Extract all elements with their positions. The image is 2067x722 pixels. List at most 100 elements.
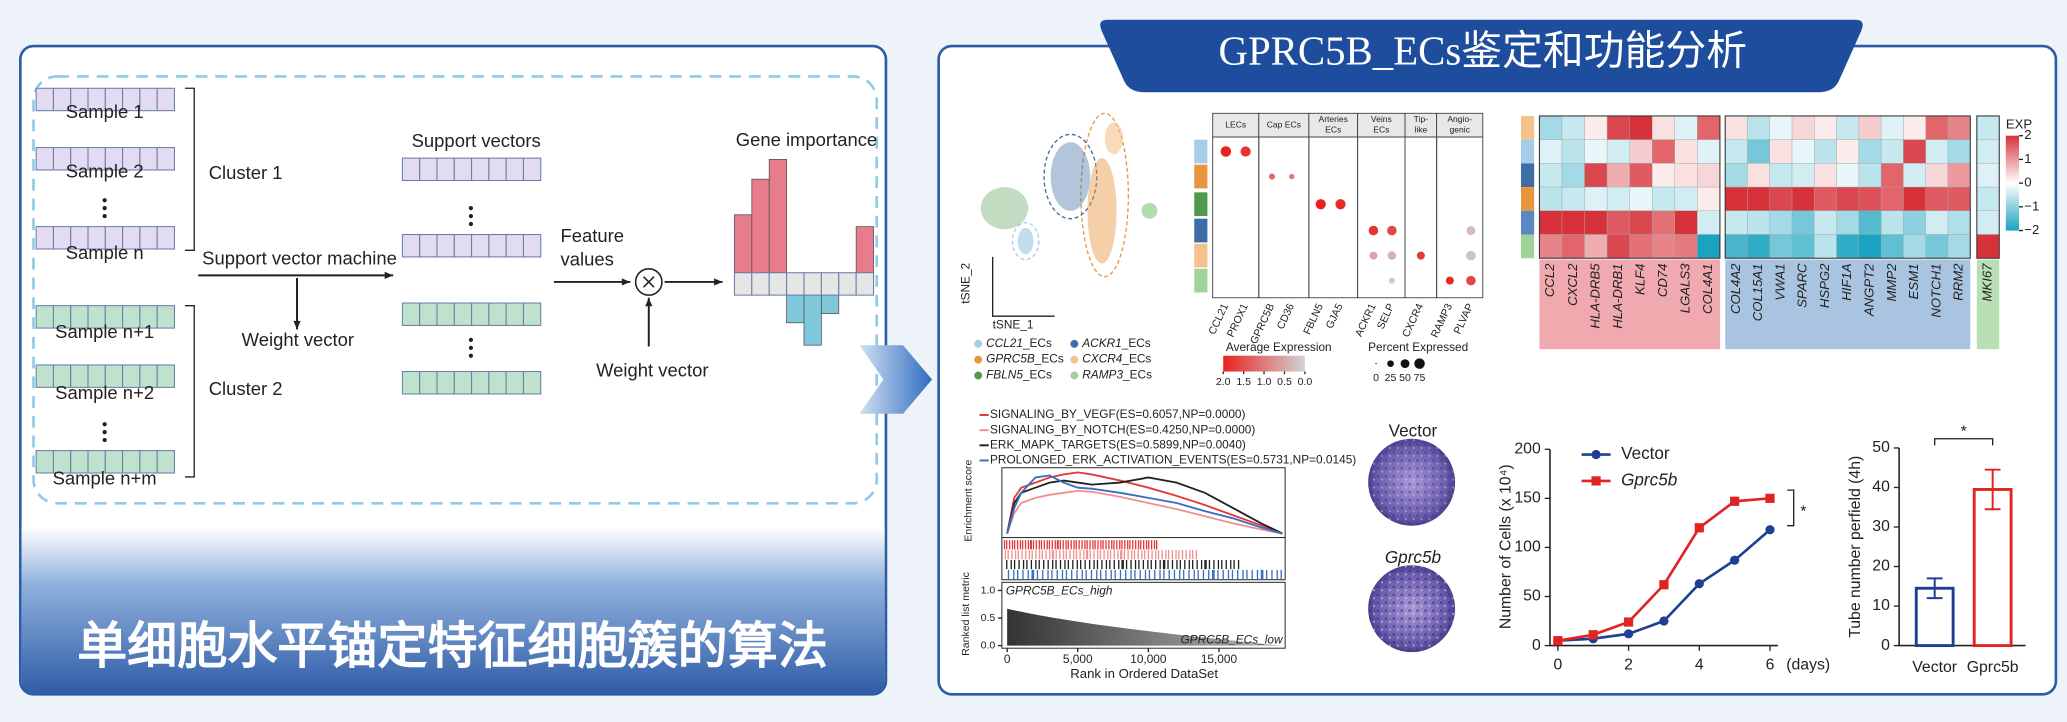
- rank-metric-area: [1007, 608, 1283, 646]
- rank-tick-label: 0.0: [981, 639, 996, 651]
- expression-dot: [1369, 251, 1378, 260]
- avg-tick-label: 0.0: [1298, 376, 1313, 388]
- heatmap-gene: MMP2: [1884, 263, 1899, 302]
- vector-cell: [505, 233, 524, 258]
- es-y-label: Enrichment score: [963, 460, 975, 542]
- heatmap-cell: [1584, 234, 1608, 259]
- barcode: [1007, 569, 1282, 580]
- heatmap-gene: LGALS3: [1678, 263, 1693, 313]
- exp-tick-label: −1: [2024, 198, 2039, 213]
- heatmap-cell: [1629, 115, 1653, 140]
- heatmap-cell: [1976, 163, 2000, 188]
- heatmap-cell: [1947, 139, 1971, 164]
- vector-cell: [156, 305, 176, 329]
- heatmap-gene: HSPG2: [1817, 263, 1832, 308]
- vector-cell: [453, 233, 473, 258]
- heatmap-cell: [1903, 163, 1926, 188]
- growth-point: [1694, 523, 1704, 533]
- heatmap-cell: [1880, 234, 1904, 259]
- heatmap-cell: [1674, 163, 1698, 188]
- growth-y-tick-label: 50: [1523, 588, 1541, 605]
- gene-importance-label: Gene importance: [736, 129, 877, 150]
- heatmap-cell: [1858, 139, 1882, 164]
- heatmap-cell: [1836, 186, 1860, 212]
- expression-dot: [1466, 275, 1476, 286]
- group-label: like: [1414, 125, 1427, 135]
- legend-label: CCL21_ECs: [986, 336, 1052, 350]
- heatmap-cell: [1652, 115, 1675, 140]
- heatmap-cell: [1697, 163, 1721, 188]
- vector-cell: [453, 302, 473, 326]
- vector-cell: [488, 371, 507, 395]
- heatmap-cell: [1652, 163, 1675, 188]
- vector-cell: [522, 302, 542, 326]
- heatmap-cell: [1652, 139, 1675, 164]
- vector-cell: [419, 371, 438, 395]
- growth-point: [1553, 636, 1563, 646]
- significance-star: *: [1961, 423, 1967, 440]
- exp-tick-label: 1: [2024, 151, 2031, 166]
- heatmap-cell: [1724, 139, 1748, 164]
- gene-group-band: [1539, 259, 1720, 350]
- significance-star: *: [1800, 504, 1806, 521]
- gsea-x-tick-label: 15,000: [1201, 652, 1238, 666]
- gene-group-band: [1725, 259, 1971, 350]
- bracket: [185, 87, 195, 251]
- heatmap-gene: HIF1A: [1839, 263, 1854, 301]
- arrow-head: [621, 278, 631, 286]
- legend-label: ACKR1_ECs: [1081, 336, 1151, 350]
- feature-values-label: Feature: [561, 225, 625, 246]
- group-label: LECs: [1225, 119, 1246, 129]
- vector-cell: [505, 302, 524, 326]
- ellipsis-dot: [102, 430, 107, 435]
- weight-vector-label: Weight vector: [242, 329, 354, 350]
- importance-bar: [855, 226, 874, 274]
- growth-point: [1588, 630, 1598, 640]
- heatmap-gene: CD74: [1655, 264, 1670, 298]
- heatmap-cell: [1747, 234, 1770, 259]
- heatmap-cell: [1814, 210, 1837, 235]
- vector-cell: [803, 272, 822, 296]
- growth-point: [1730, 555, 1740, 565]
- group-label: Angio-: [1447, 114, 1472, 124]
- legend-suffix: _ECs: [1022, 336, 1052, 350]
- barcode: [1006, 559, 1240, 570]
- heatmap-cell: [1903, 139, 1926, 164]
- vector-cell: [156, 364, 176, 388]
- expression-dot: [1268, 173, 1276, 180]
- heatmap-cell: [1539, 115, 1563, 140]
- tube-y-tick-label: 0: [1881, 637, 1890, 654]
- heatmap-cell: [1747, 139, 1770, 164]
- growth-x-tick-label: 2: [1624, 657, 1633, 674]
- tsne-axes: [991, 256, 1055, 317]
- heatmap-cell: [1584, 115, 1608, 140]
- expression-dot: [1315, 199, 1326, 210]
- gsea-x-tick-label: 10,000: [1130, 652, 1167, 666]
- heatmap-cell: [1697, 210, 1721, 235]
- heatmap-cell: [1880, 139, 1904, 164]
- arrow-head: [293, 320, 301, 330]
- heatmap-cell: [1791, 234, 1815, 259]
- heatmap-cell: [1584, 139, 1608, 164]
- heatmap-cell: [1697, 139, 1721, 164]
- heatmap-cell: [1925, 234, 1949, 259]
- row-color: [1194, 139, 1208, 164]
- heatmap-cell: [1976, 139, 2000, 164]
- heatmap-cell: [1880, 210, 1904, 235]
- arrow-head: [645, 297, 653, 307]
- sample-label: Sample 1: [66, 101, 144, 122]
- vector-cell: [35, 147, 54, 171]
- heatmap-row-color: [1520, 234, 1535, 259]
- vector-cell: [401, 233, 421, 258]
- heatmap-cell: [1584, 210, 1608, 235]
- heatmap-cell: [1791, 115, 1815, 140]
- ellipsis-dot: [468, 337, 474, 343]
- heatmap-cell: [1925, 186, 1949, 212]
- ellipsis-dot: [468, 221, 474, 227]
- es-curve: [1006, 474, 1283, 535]
- heatmap-cell: [1814, 163, 1837, 188]
- bracket: [185, 305, 195, 478]
- heatmap-cell: [1925, 210, 1949, 235]
- vector-cell: [436, 233, 455, 258]
- legend-swatch: [1070, 371, 1079, 380]
